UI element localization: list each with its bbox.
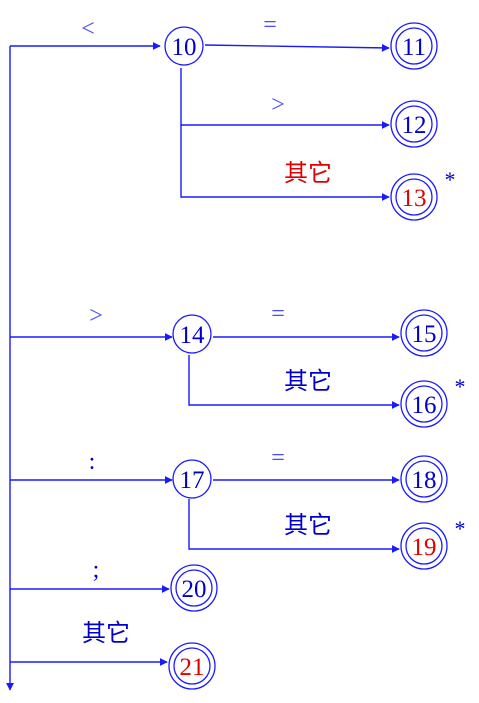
edge-label-start-17: : bbox=[89, 449, 96, 475]
retract-star: * bbox=[455, 374, 466, 399]
labels-layer: < = > 其它 > = 其它: = 其它; 其它 bbox=[81, 12, 332, 647]
edge-label-10-11: = bbox=[263, 12, 277, 38]
state-inner-ring bbox=[405, 527, 443, 565]
state-label: 12 bbox=[402, 112, 427, 139]
state-11: 11 bbox=[390, 22, 438, 70]
edge-label-17-19: 其它 bbox=[284, 512, 332, 539]
state-13: 13 * bbox=[390, 167, 456, 221]
state-label: 17 bbox=[180, 467, 205, 494]
edge-label-start-10: < bbox=[81, 16, 95, 42]
edge-10-12 bbox=[180, 68, 390, 129]
edge-10-13 bbox=[180, 125, 390, 201]
state-label: 21 bbox=[180, 654, 205, 681]
edge-10-11 bbox=[204, 43, 390, 52]
state-ring bbox=[172, 459, 212, 499]
state-inner-ring bbox=[173, 647, 211, 685]
state-ring bbox=[164, 26, 204, 66]
edge-14-16 bbox=[188, 355, 400, 409]
state-label: 16 bbox=[412, 392, 437, 419]
state-label: 10 bbox=[172, 34, 197, 61]
state-outer-ring bbox=[390, 22, 438, 70]
state-label: 11 bbox=[402, 34, 426, 61]
state-20: 20 bbox=[170, 564, 218, 612]
state-label: 19 bbox=[412, 534, 437, 561]
edge-17-19 bbox=[188, 499, 400, 553]
state-outer-ring bbox=[168, 642, 216, 690]
state-label: 20 bbox=[182, 576, 207, 603]
state-label: 14 bbox=[180, 322, 206, 349]
state-outer-ring bbox=[390, 100, 438, 148]
state-10: 10 bbox=[164, 26, 204, 66]
state-inner-ring bbox=[405, 314, 443, 352]
state-12: 12 bbox=[390, 100, 438, 148]
state-label: 15 bbox=[412, 321, 437, 348]
state-inner-ring bbox=[175, 569, 213, 607]
state-14: 14 bbox=[172, 314, 212, 354]
retract-star: * bbox=[445, 167, 456, 192]
retract-star: * bbox=[455, 516, 466, 541]
edge-label-14-16: 其它 bbox=[284, 368, 332, 395]
edge-label-start-20: ; bbox=[93, 557, 100, 583]
state-label: 13 bbox=[402, 185, 427, 212]
state-inner-ring bbox=[405, 385, 443, 423]
state-inner-ring bbox=[405, 460, 443, 498]
state-17: 17 bbox=[172, 459, 212, 499]
states-layer: 10 11 12 13 * 14 15 16 * 17 18 19 * 20 21 bbox=[164, 22, 466, 690]
state-18: 18 bbox=[400, 455, 448, 503]
state-outer-ring bbox=[400, 522, 448, 570]
edge-label-10-13: 其它 bbox=[284, 160, 332, 187]
state-outer-ring bbox=[400, 380, 448, 428]
edge-label-17-18: = bbox=[271, 445, 285, 471]
edge-label-start-14: > bbox=[89, 303, 103, 329]
edge-label-10-12: > bbox=[271, 92, 285, 118]
state-16: 16 * bbox=[400, 374, 466, 428]
state-inner-ring bbox=[395, 178, 433, 216]
state-21: 21 bbox=[168, 642, 216, 690]
edge-label-14-15: = bbox=[271, 301, 285, 327]
state-19: 19 * bbox=[400, 516, 466, 570]
state-ring bbox=[172, 314, 212, 354]
state-inner-ring bbox=[395, 27, 433, 65]
state-outer-ring bbox=[170, 564, 218, 612]
state-label: 18 bbox=[412, 467, 437, 494]
state-outer-ring bbox=[390, 173, 438, 221]
edge-label-start-21: 其它 bbox=[82, 620, 130, 647]
lines-layer bbox=[6, 42, 400, 691]
state-inner-ring bbox=[395, 105, 433, 143]
state-outer-ring bbox=[400, 309, 448, 357]
state-outer-ring bbox=[400, 455, 448, 503]
state-15: 15 bbox=[400, 309, 448, 357]
